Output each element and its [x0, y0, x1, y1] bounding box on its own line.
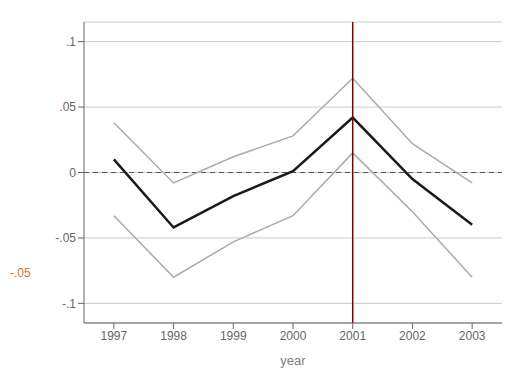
svg-text:1997: 1997: [101, 329, 128, 343]
svg-text:2000: 2000: [280, 329, 307, 343]
svg-text:year: year: [280, 353, 306, 368]
svg-text:-.1: -.1: [62, 297, 76, 311]
svg-text:1998: 1998: [160, 329, 187, 343]
svg-text:.1: .1: [66, 35, 76, 49]
svg-text:2001: 2001: [339, 329, 366, 343]
svg-text:.05: .05: [59, 100, 76, 114]
svg-text:2002: 2002: [399, 329, 426, 343]
html-text:-.05: -.05: [10, 266, 31, 280]
svg-text:1999: 1999: [220, 329, 247, 343]
svg-text:-.05: -.05: [55, 231, 76, 245]
svg-text:2003: 2003: [459, 329, 486, 343]
svg-text:0: 0: [69, 166, 76, 180]
